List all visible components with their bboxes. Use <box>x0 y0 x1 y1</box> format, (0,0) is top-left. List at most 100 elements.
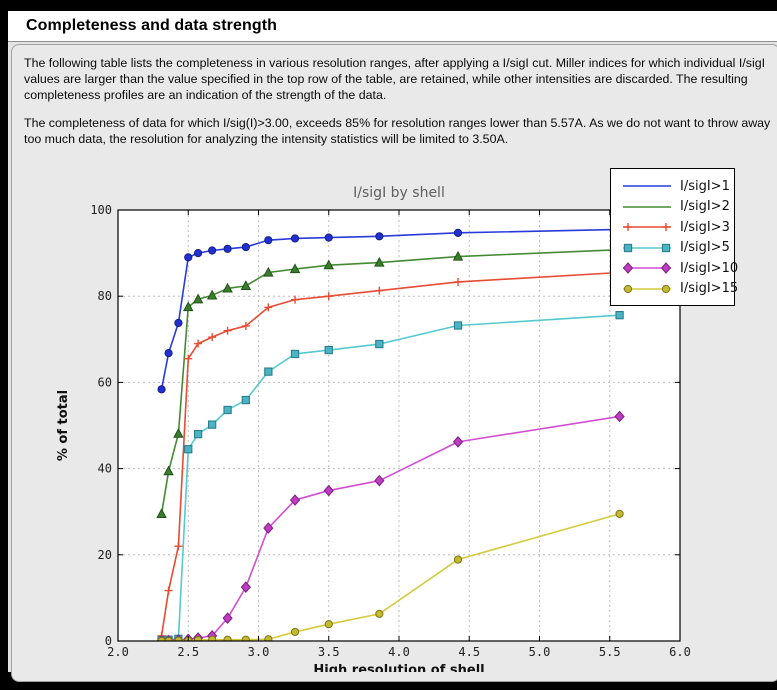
y-axis-label: % of total <box>56 390 71 461</box>
x-tick-label: 4.0 <box>388 645 410 659</box>
legend-label: I/sigI>3 <box>680 219 730 235</box>
x-tick-label: 2.5 <box>177 645 199 659</box>
series-marker <box>222 282 233 293</box>
series-marker <box>615 311 624 320</box>
series-marker <box>452 250 464 261</box>
legend-sample-line <box>623 185 671 188</box>
legend-sample-line <box>622 262 672 275</box>
series-marker <box>241 635 250 641</box>
series-marker <box>263 266 274 277</box>
series-marker <box>207 420 217 429</box>
series-marker <box>263 522 274 534</box>
y-tick-label: 80 <box>98 289 112 303</box>
chart-title: I/sigI by shell <box>353 185 445 201</box>
series-marker <box>289 494 301 506</box>
series-marker <box>208 246 217 255</box>
y-tick-label: 60 <box>98 375 112 389</box>
series-marker <box>323 259 334 270</box>
page-title: Completeness and data strength <box>26 17 278 34</box>
legend-label: I/sigI>1 <box>680 178 730 194</box>
series-marker <box>241 395 251 405</box>
series-marker <box>661 243 671 252</box>
series-marker <box>241 242 250 252</box>
series-marker <box>324 620 333 629</box>
legend-item: I/sigI>3 <box>621 217 730 238</box>
legend-sample-line <box>623 284 671 293</box>
x-tick-label: 3.5 <box>318 645 340 659</box>
series-marker <box>208 635 217 641</box>
legend-item: I/sigI>10 <box>621 258 738 279</box>
series-marker <box>184 253 193 262</box>
series-marker <box>375 609 384 618</box>
y-tick-label: 40 <box>98 462 112 476</box>
legend-item: I/sigI>1 <box>621 176 730 197</box>
series-marker <box>661 284 671 293</box>
series-line <box>161 314 620 641</box>
completeness-chart: 2.0 2.5 3.0 3.5 4.0 4.5 5.0 5.5 6.0 0 20 40 60 80 100 I… <box>56 185 691 672</box>
series-marker <box>163 465 174 476</box>
series-marker <box>290 234 300 243</box>
series-marker <box>453 555 463 564</box>
series-marker <box>183 301 194 312</box>
series-marker <box>452 436 464 448</box>
report-window: Completeness and data strength The follo… <box>8 11 777 682</box>
series-marker <box>240 581 251 593</box>
legend-sample-line <box>623 205 671 208</box>
series-3 <box>157 311 624 641</box>
series-marker <box>173 428 184 438</box>
series-line <box>160 248 620 514</box>
series-marker <box>324 233 333 242</box>
series-marker <box>156 508 167 518</box>
series-marker <box>193 429 203 439</box>
legend-label: I/sigI>10 <box>680 260 739 276</box>
legend-sample-line <box>623 243 671 252</box>
series-0 <box>157 225 624 394</box>
legend-sample-line <box>623 223 671 232</box>
series-marker <box>622 262 634 275</box>
series-marker <box>222 612 233 624</box>
legend-label: I/sigI>5 <box>680 240 730 256</box>
series-marker <box>206 289 218 300</box>
series-marker <box>453 321 463 330</box>
series-marker <box>660 262 672 275</box>
legend-item: I/sigI>5 <box>621 238 730 259</box>
series-marker <box>623 284 633 293</box>
x-tick-label: 2.0 <box>107 645 129 659</box>
legend-item: I/sigI>15 <box>621 279 738 300</box>
y-tick-label: 100 <box>90 203 112 217</box>
series-marker <box>264 236 273 245</box>
series-marker <box>193 249 203 258</box>
series-marker <box>223 635 232 641</box>
series-line <box>160 271 620 636</box>
x-tick-label: 6.0 <box>669 645 691 659</box>
series-marker <box>375 339 384 349</box>
series-marker <box>614 410 625 423</box>
series-marker <box>157 636 166 641</box>
x-axis-label: High resolution of shell <box>313 663 484 672</box>
series-marker <box>324 345 333 355</box>
legend-label: I/sigI>15 <box>680 281 739 297</box>
series-marker <box>290 349 300 359</box>
title-bar: Completeness and data strength <box>8 11 777 42</box>
y-tick-label: 20 <box>98 548 112 562</box>
series-marker <box>193 636 203 641</box>
series-marker <box>264 367 273 376</box>
x-tick-label: 5.0 <box>529 645 551 659</box>
chart-legend: I/sigI>1 I/sigI>2 I/sigI>3 I/sigI>5 I/sigI>1… <box>610 168 738 306</box>
series-marker <box>290 627 300 637</box>
series-line <box>160 228 620 390</box>
series-marker <box>264 635 273 641</box>
series-marker <box>157 385 166 394</box>
series-1 <box>156 243 625 518</box>
series-marker <box>174 318 183 328</box>
series-marker <box>453 228 463 237</box>
series-marker <box>192 293 204 304</box>
series-marker <box>164 636 173 641</box>
y-tick-label: 0 <box>105 634 112 648</box>
series-marker <box>623 243 633 252</box>
series-marker <box>184 445 193 454</box>
series-marker <box>223 405 232 415</box>
series-marker <box>164 348 173 358</box>
legend-item: I/sigI>2 <box>621 197 730 218</box>
